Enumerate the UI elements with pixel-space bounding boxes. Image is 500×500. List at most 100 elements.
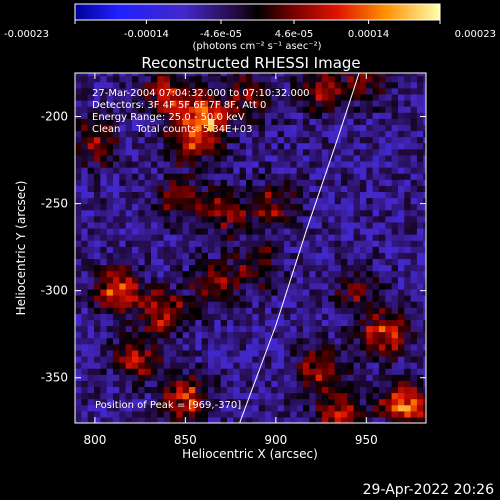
heatmap-cell bbox=[163, 325, 171, 333]
heatmap-cell bbox=[100, 160, 108, 168]
heatmap-cell bbox=[385, 319, 393, 327]
heatmap-cell bbox=[296, 276, 304, 284]
heatmap-cell bbox=[353, 142, 361, 150]
heatmap-cell bbox=[106, 307, 114, 314]
heatmap-cell bbox=[258, 185, 266, 192]
heatmap-cell bbox=[258, 355, 266, 363]
heatmap-cell bbox=[385, 398, 393, 406]
heatmap-cell bbox=[321, 191, 329, 199]
heatmap-cell bbox=[347, 404, 355, 412]
heatmap-cell bbox=[359, 416, 367, 423]
heatmap-cell bbox=[353, 221, 361, 229]
heatmap-cell bbox=[106, 295, 114, 302]
heatmap-cell bbox=[290, 227, 298, 235]
heatmap-cell bbox=[302, 75, 310, 83]
heatmap-cell bbox=[328, 392, 336, 400]
heatmap-cell bbox=[315, 368, 323, 375]
heatmap-cell bbox=[239, 197, 247, 205]
heatmap-cell bbox=[119, 410, 127, 418]
heatmap-cell bbox=[397, 93, 405, 101]
heatmap-cell bbox=[125, 307, 133, 314]
heatmap-cell bbox=[334, 264, 342, 272]
heatmap-cell bbox=[75, 282, 82, 290]
heatmap-cell bbox=[106, 99, 114, 107]
heatmap-cell bbox=[397, 203, 405, 211]
heatmap-cell bbox=[366, 136, 374, 144]
heatmap-cell bbox=[112, 106, 120, 113]
heatmap-cell bbox=[100, 87, 108, 95]
heatmap-cell bbox=[214, 136, 222, 144]
heatmap-cell bbox=[423, 93, 426, 101]
heatmap-cell bbox=[359, 81, 367, 89]
heatmap-cell bbox=[283, 167, 291, 174]
heatmap-cell bbox=[372, 203, 380, 211]
heatmap-cell bbox=[138, 227, 146, 235]
heatmap-cell bbox=[245, 270, 253, 278]
heatmap-cell bbox=[334, 276, 342, 284]
heatmap-cell bbox=[340, 93, 348, 101]
heatmap-cell bbox=[125, 337, 133, 345]
heatmap-cell bbox=[404, 75, 412, 83]
heatmap-cell bbox=[112, 118, 120, 125]
heatmap-cell bbox=[220, 288, 228, 296]
heatmap-cell bbox=[94, 276, 101, 284]
heatmap-cell bbox=[182, 252, 190, 260]
heatmap-cell bbox=[75, 185, 82, 192]
heatmap-cell bbox=[239, 264, 247, 272]
heatmap-cell bbox=[328, 215, 336, 223]
heatmap-cell bbox=[226, 173, 234, 180]
heatmap-cell bbox=[296, 209, 304, 217]
heatmap-cell bbox=[245, 282, 253, 290]
heatmap-cell bbox=[391, 234, 399, 241]
heatmap-cell bbox=[75, 301, 82, 308]
heatmap-cell bbox=[188, 416, 196, 423]
heatmap-cell bbox=[397, 106, 405, 113]
heatmap-cell bbox=[283, 234, 291, 241]
heatmap-cell bbox=[340, 215, 348, 223]
heatmap-cell bbox=[397, 142, 405, 150]
heatmap-cell bbox=[157, 191, 165, 199]
heatmap-cell bbox=[359, 112, 367, 119]
heatmap-cell bbox=[157, 392, 165, 400]
heatmap-cell bbox=[163, 282, 171, 290]
heatmap-cell bbox=[100, 142, 108, 150]
heatmap-cell bbox=[239, 398, 247, 406]
heatmap-cell bbox=[182, 197, 190, 205]
heatmap-cell bbox=[340, 288, 348, 296]
heatmap-cell bbox=[328, 234, 336, 241]
heatmap-cell bbox=[100, 313, 108, 320]
heatmap-cell bbox=[125, 301, 133, 308]
heatmap-cell bbox=[195, 118, 203, 125]
heatmap-cell bbox=[226, 392, 234, 400]
heatmap-cell bbox=[416, 99, 424, 107]
heatmap-cell bbox=[302, 416, 310, 423]
heatmap-cell bbox=[397, 368, 405, 375]
heatmap-cell bbox=[226, 179, 234, 186]
heatmap-cell bbox=[252, 404, 260, 412]
heatmap-cell bbox=[391, 325, 399, 333]
heatmap-cell bbox=[372, 227, 380, 235]
heatmap-cell bbox=[347, 398, 355, 406]
heatmap-cell bbox=[264, 142, 272, 150]
heatmap-cell bbox=[226, 73, 234, 77]
heatmap-cell bbox=[125, 252, 133, 260]
heatmap-cell bbox=[87, 106, 95, 113]
heatmap-cell bbox=[188, 197, 196, 205]
heatmap-cell bbox=[258, 124, 266, 132]
heatmap-cell bbox=[271, 313, 279, 320]
heatmap-cell bbox=[423, 258, 426, 266]
heatmap-cell bbox=[296, 301, 304, 308]
heatmap-cell bbox=[397, 221, 405, 229]
heatmap-cell bbox=[245, 167, 253, 174]
heatmap-cell bbox=[366, 209, 374, 217]
heatmap-cell bbox=[353, 313, 361, 320]
heatmap-cell bbox=[321, 112, 329, 119]
heatmap-cell bbox=[340, 313, 348, 320]
heatmap-cell bbox=[207, 374, 215, 381]
heatmap-cell bbox=[366, 93, 374, 101]
heatmap-cell bbox=[277, 276, 285, 284]
heatmap-cell bbox=[277, 179, 285, 186]
heatmap-cell bbox=[106, 75, 114, 83]
heatmap-cell bbox=[277, 81, 285, 89]
heatmap-cell bbox=[277, 73, 285, 77]
